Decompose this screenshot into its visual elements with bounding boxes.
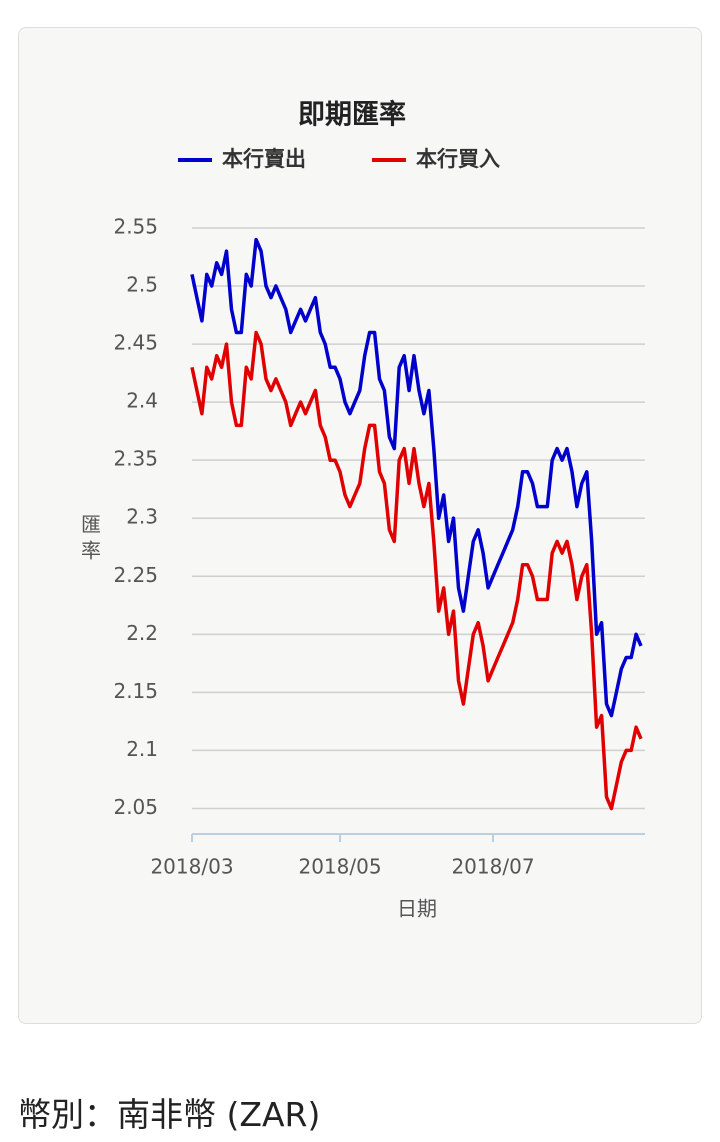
series-line [190, 237, 643, 718]
x-tick-label: 2018/05 [298, 855, 381, 879]
y-tick-label: 2.35 [113, 447, 158, 471]
chart: 即期匯率 日期 匯率 2.05 2.1 2.15 2.2 2.25 2.3 2.35 2.4 2… [78, 99, 645, 921]
y-tick-label: 2.15 [113, 679, 158, 703]
y-tick-label: 2.2 [126, 621, 158, 645]
legend-label: 本行賣出 [222, 147, 306, 171]
y-tick-label: 2.5 [126, 273, 158, 297]
x-tick-label: 2018/03 [150, 855, 233, 879]
series-line [190, 330, 643, 811]
y-tick-label: 2.45 [113, 331, 158, 355]
y-tick-label: 2.1 [126, 737, 158, 761]
chart-card [18, 27, 702, 1024]
y-tick-label: 2.05 [113, 795, 158, 819]
chart-title: 即期匯率 [298, 99, 406, 131]
legend-label: 本行買入 [416, 147, 500, 171]
x-tick-label: 2018/07 [451, 855, 534, 879]
y-tick-label: 2.25 [113, 563, 158, 587]
y-tick-label: 2.55 [113, 215, 158, 239]
y-axis-label: 匯率 [78, 514, 102, 566]
y-tick-label: 2.3 [126, 505, 158, 529]
currency-label: 幣別：南非幣 (ZAR) [18, 1095, 321, 1134]
y-tick-label: 2.4 [126, 389, 158, 413]
x-axis-label: 日期 [397, 897, 437, 921]
